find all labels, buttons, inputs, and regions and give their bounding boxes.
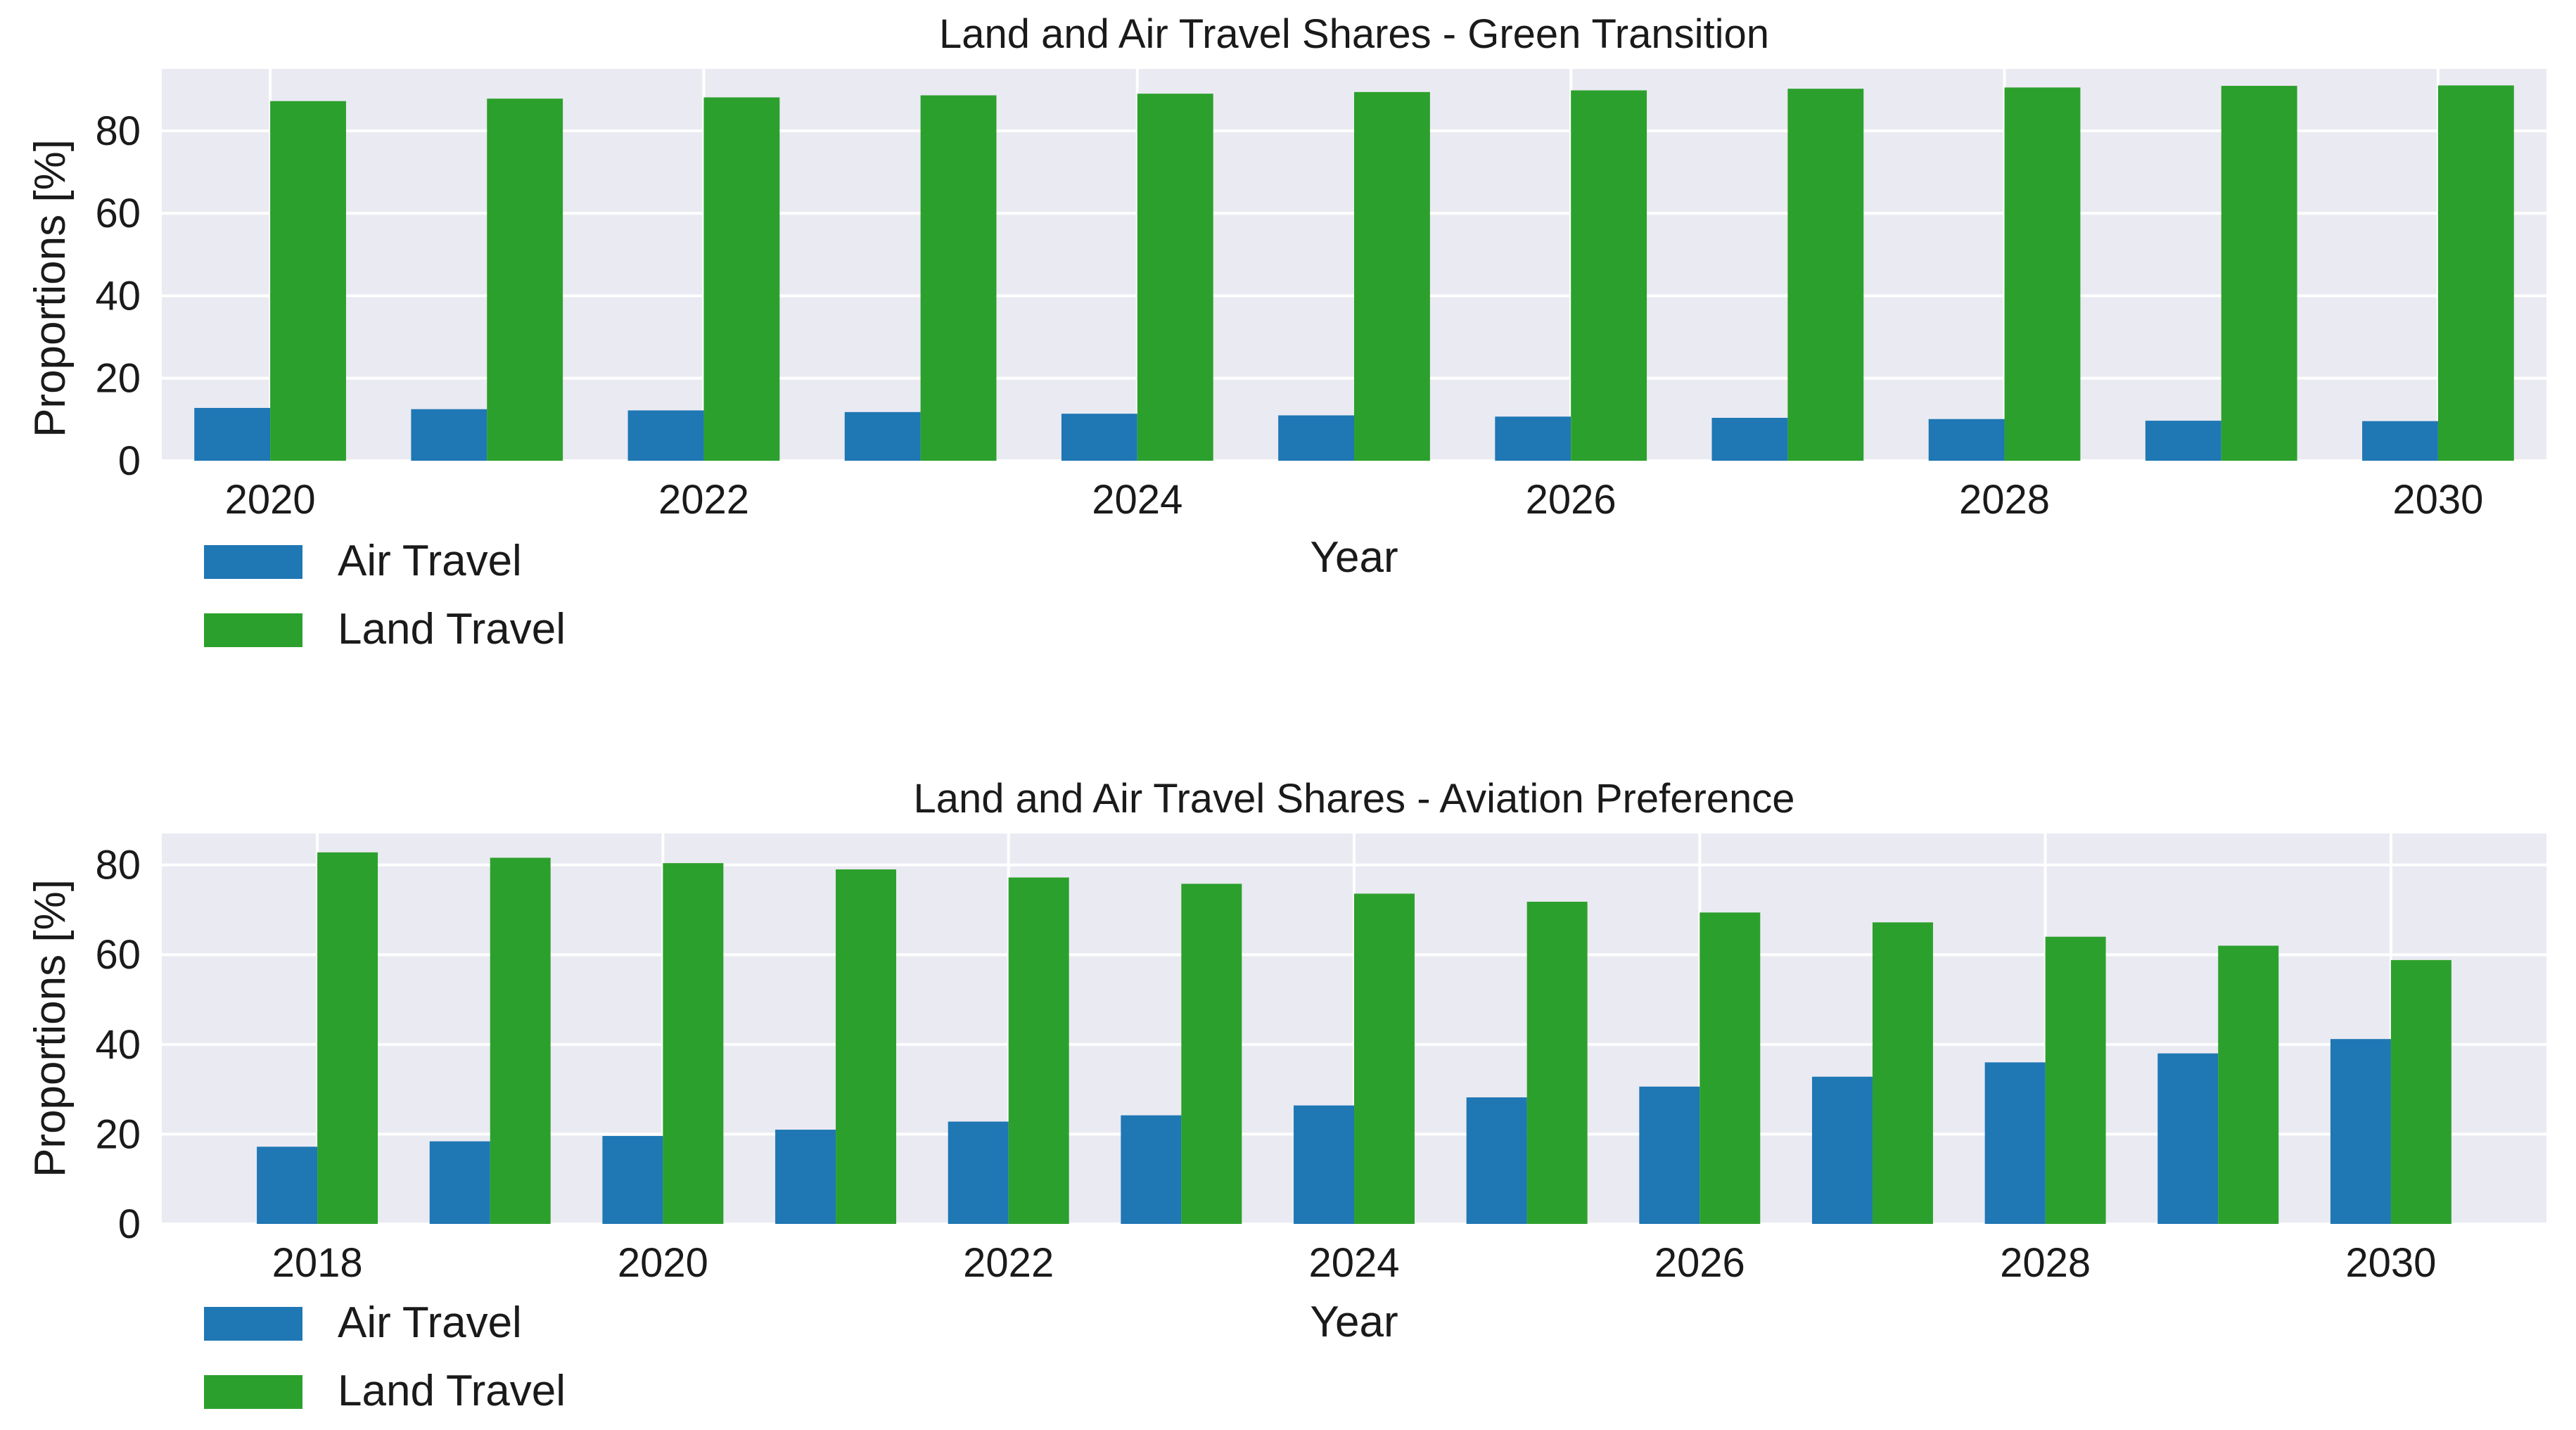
x-tick-label: 2024 [1092, 477, 1182, 523]
bar-land-travel-2020 [663, 863, 724, 1224]
bar-air-travel-2019 [429, 1141, 490, 1224]
y-tick-labels: 0 20 40 60 80 [95, 843, 141, 1247]
legend: Air Travel Land Travel [204, 1298, 566, 1415]
bar-land-travel-2021 [487, 98, 563, 461]
bar-land-travel-2029 [2221, 86, 2297, 461]
y-tick-label: 0 [118, 1201, 141, 1247]
legend: Air Travel Land Travel [204, 537, 566, 653]
y-tick-label: 20 [95, 1111, 141, 1157]
x-tick-label: 2028 [1959, 477, 2050, 523]
bar-land-travel-2023 [1181, 883, 1242, 1224]
bar-air-travel-2026 [1495, 416, 1571, 461]
bar-air-travel-2022 [627, 410, 704, 461]
legend-label-land-travel: Land Travel [338, 605, 566, 653]
bar-air-travel-2018 [257, 1147, 318, 1224]
legend-swatch-land-travel [204, 613, 302, 647]
legend-label-air-travel: Air Travel [338, 1298, 522, 1347]
bars [194, 85, 2514, 461]
x-tick-label: 2022 [658, 477, 749, 523]
chart-title: Land and Air Travel Shares - Green Trans… [939, 11, 1769, 57]
y-tick-label: 80 [95, 108, 141, 154]
y-tick-label: 0 [118, 438, 141, 484]
bar-air-travel-2020 [194, 407, 271, 461]
bar-land-travel-2025 [1526, 901, 1588, 1224]
y-axis-label: Proportions [%] [26, 139, 75, 438]
bar-air-travel-2030 [2330, 1039, 2391, 1224]
bar-air-travel-2021 [775, 1130, 836, 1224]
bar-air-travel-2029 [2145, 421, 2221, 461]
bar-land-travel-2020 [270, 101, 346, 461]
bar-land-travel-2024 [1137, 94, 1213, 461]
bar-land-travel-2028 [2004, 87, 2081, 461]
bar-land-travel-2027 [1787, 89, 1864, 461]
bar-land-travel-2030 [2437, 85, 2514, 461]
y-tick-label: 40 [95, 1022, 141, 1068]
bar-land-travel-2030 [2390, 959, 2451, 1224]
bar-air-travel-2027 [1711, 418, 1788, 461]
bar-land-travel-2022 [703, 97, 780, 461]
x-tick-label: 2026 [1526, 477, 1617, 523]
x-tick-label: 2024 [1308, 1240, 1399, 1286]
y-tick-label: 20 [95, 356, 141, 402]
y-axis-label: Proportions [%] [26, 879, 75, 1177]
x-tick-label: 2018 [272, 1240, 363, 1286]
x-tick-label: 2022 [963, 1240, 1054, 1286]
bar-air-travel-2025 [1466, 1097, 1527, 1224]
bar-land-travel-2024 [1354, 893, 1415, 1224]
legend-swatch-air-travel [204, 545, 302, 579]
bar-air-travel-2026 [1639, 1086, 1700, 1224]
bar-land-travel-2027 [1872, 922, 1933, 1224]
bar-air-travel-2027 [1811, 1076, 1873, 1224]
bar-land-travel-2028 [2045, 936, 2106, 1224]
bar-air-travel-2030 [2362, 421, 2438, 461]
chart-panel-aviation-preference: Land and Air Travel Shares - Aviation Pr… [26, 776, 2546, 1415]
y-tick-label: 40 [95, 273, 141, 319]
chart-title: Land and Air Travel Shares - Aviation Pr… [913, 776, 1794, 822]
chart-panel-green-transition: Land and Air Travel Shares - Green Trans… [26, 11, 2546, 653]
bar-air-travel-2024 [1061, 414, 1137, 461]
bar-land-travel-2025 [1354, 91, 1430, 461]
bar-air-travel-2021 [411, 409, 487, 461]
bar-land-travel-2029 [2218, 945, 2279, 1224]
x-tick-labels: 2020 2022 2024 2026 2028 2030 [225, 477, 2484, 523]
bar-land-travel-2021 [836, 869, 897, 1224]
bar-air-travel-2025 [1278, 415, 1354, 461]
x-axis-label: Year [1310, 1298, 1398, 1346]
x-tick-labels: 2018 2020 2022 2024 2026 2028 2030 [272, 1240, 2437, 1286]
x-tick-label: 2026 [1654, 1240, 1745, 1286]
bar-air-travel-2022 [948, 1121, 1009, 1224]
bar-air-travel-2023 [1121, 1115, 1182, 1224]
bar-land-travel-2019 [490, 857, 551, 1224]
x-axis-label: Year [1310, 533, 1398, 582]
bars [257, 852, 2451, 1224]
legend-swatch-land-travel [204, 1375, 302, 1409]
y-tick-label: 60 [95, 191, 141, 236]
bar-land-travel-2018 [317, 852, 378, 1224]
y-tick-label: 60 [95, 932, 141, 978]
legend-label-land-travel: Land Travel [338, 1367, 566, 1415]
bar-air-travel-2028 [1984, 1062, 2046, 1224]
bar-air-travel-2028 [1928, 419, 2005, 461]
bar-air-travel-2023 [844, 411, 921, 461]
x-tick-label: 2020 [225, 477, 316, 523]
y-tick-labels: 0 20 40 60 80 [95, 108, 141, 484]
bar-air-travel-2020 [602, 1135, 663, 1224]
bar-land-travel-2023 [920, 95, 997, 461]
bar-air-travel-2024 [1294, 1105, 1354, 1224]
x-tick-label: 2020 [618, 1240, 708, 1286]
x-tick-label: 2030 [2345, 1240, 2436, 1286]
legend-label-air-travel: Air Travel [338, 537, 522, 585]
bar-land-travel-2026 [1700, 912, 1761, 1224]
bar-land-travel-2022 [1008, 877, 1069, 1224]
bar-land-travel-2026 [1571, 90, 1647, 461]
y-tick-label: 80 [95, 843, 141, 888]
legend-swatch-air-travel [204, 1307, 302, 1341]
x-tick-label: 2030 [2392, 477, 2483, 523]
bar-air-travel-2029 [2157, 1053, 2219, 1224]
x-tick-label: 2028 [2000, 1240, 2091, 1286]
